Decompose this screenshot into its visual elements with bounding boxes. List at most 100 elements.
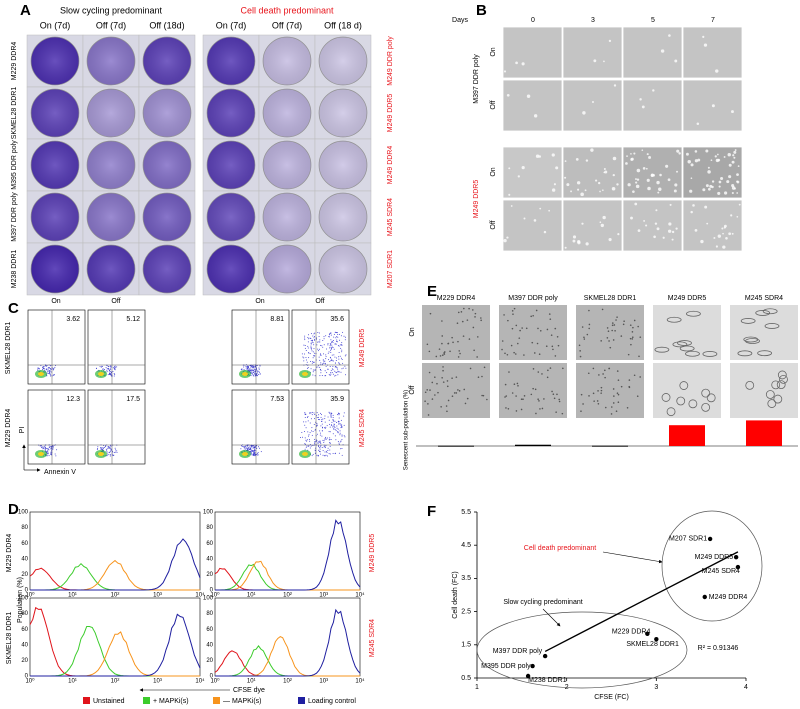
cell: [718, 180, 722, 184]
event: [323, 353, 325, 355]
event: [55, 455, 57, 457]
event: [325, 450, 327, 452]
event: [314, 438, 316, 440]
event: [320, 420, 322, 422]
cell: [554, 327, 557, 330]
event: [308, 338, 310, 340]
event: [334, 426, 336, 428]
fit-line: [544, 551, 739, 653]
event: [328, 351, 330, 353]
event: [339, 432, 341, 434]
cell: [602, 215, 606, 220]
axis-label: Annexin V: [44, 469, 76, 476]
event: [335, 371, 337, 373]
cell: [440, 405, 442, 408]
event: [310, 345, 312, 347]
cell: [757, 350, 773, 357]
event: [48, 370, 50, 372]
event: [344, 436, 346, 438]
event: [253, 366, 255, 368]
event: [314, 375, 316, 377]
quadrant-percentage: 8.81: [270, 316, 284, 323]
event: [303, 421, 305, 423]
y-tick-label: 40: [206, 556, 213, 562]
micrograph: [576, 363, 644, 418]
event: [320, 369, 322, 371]
event: [319, 446, 321, 448]
plate-shade: [207, 245, 255, 293]
cell: [504, 383, 507, 386]
bar: [438, 445, 474, 447]
event: [335, 366, 337, 368]
event: [250, 366, 252, 368]
event: [106, 450, 108, 452]
cell: [518, 337, 521, 339]
event: [340, 448, 342, 450]
event: [319, 354, 321, 356]
plate-shade: [31, 37, 79, 85]
cell: [549, 367, 552, 369]
event: [319, 353, 321, 355]
cell: [609, 346, 612, 349]
cell: [607, 330, 610, 333]
event: [338, 356, 340, 358]
cell: [616, 370, 619, 372]
micrograph: [562, 79, 623, 132]
event: [307, 341, 309, 343]
cell: [711, 180, 715, 183]
event: [316, 424, 318, 426]
event: [320, 372, 322, 374]
cell: [592, 392, 595, 395]
cell: [692, 204, 695, 207]
cell: [702, 35, 705, 38]
event: [311, 350, 313, 352]
event: [316, 439, 318, 441]
event: [332, 426, 334, 428]
event: [337, 441, 339, 443]
cell: [641, 149, 644, 151]
group-label: M397 DDR poly: [473, 54, 480, 104]
micrograph: [499, 363, 567, 418]
cell: [505, 407, 507, 409]
event: [306, 416, 308, 418]
cell: [585, 242, 589, 246]
event: [249, 447, 251, 449]
x-tick-label: 10¹: [247, 593, 256, 599]
cell: [593, 59, 597, 63]
event: [330, 370, 332, 372]
event: [37, 369, 39, 371]
event: [314, 441, 316, 443]
cell: [779, 374, 788, 384]
event: [327, 455, 329, 457]
event: [114, 451, 116, 453]
event: [336, 332, 338, 334]
event: [311, 341, 313, 343]
event: [44, 446, 46, 448]
event: [50, 451, 52, 453]
cell: [616, 183, 619, 186]
cell: [580, 393, 583, 396]
day-label: 3: [591, 17, 595, 24]
event: [330, 347, 332, 349]
event: [339, 430, 341, 432]
event: [336, 422, 338, 424]
event: [47, 453, 49, 455]
cell: [508, 371, 510, 373]
cell: [555, 166, 559, 170]
event: [325, 335, 327, 337]
cell: [552, 393, 555, 396]
cell: [608, 340, 610, 342]
event: [99, 366, 101, 368]
event: [324, 438, 326, 440]
cell: [515, 324, 518, 327]
point: [654, 636, 659, 642]
cell: [628, 379, 631, 381]
event: [340, 425, 342, 427]
event: [341, 349, 343, 351]
event: [250, 451, 252, 453]
row-label: On: [490, 167, 497, 176]
quadrant-percentage: 12.3: [66, 396, 80, 403]
micrograph: [502, 79, 563, 132]
event: [306, 445, 308, 447]
x-axis-label: CFSE (FC): [594, 694, 629, 701]
